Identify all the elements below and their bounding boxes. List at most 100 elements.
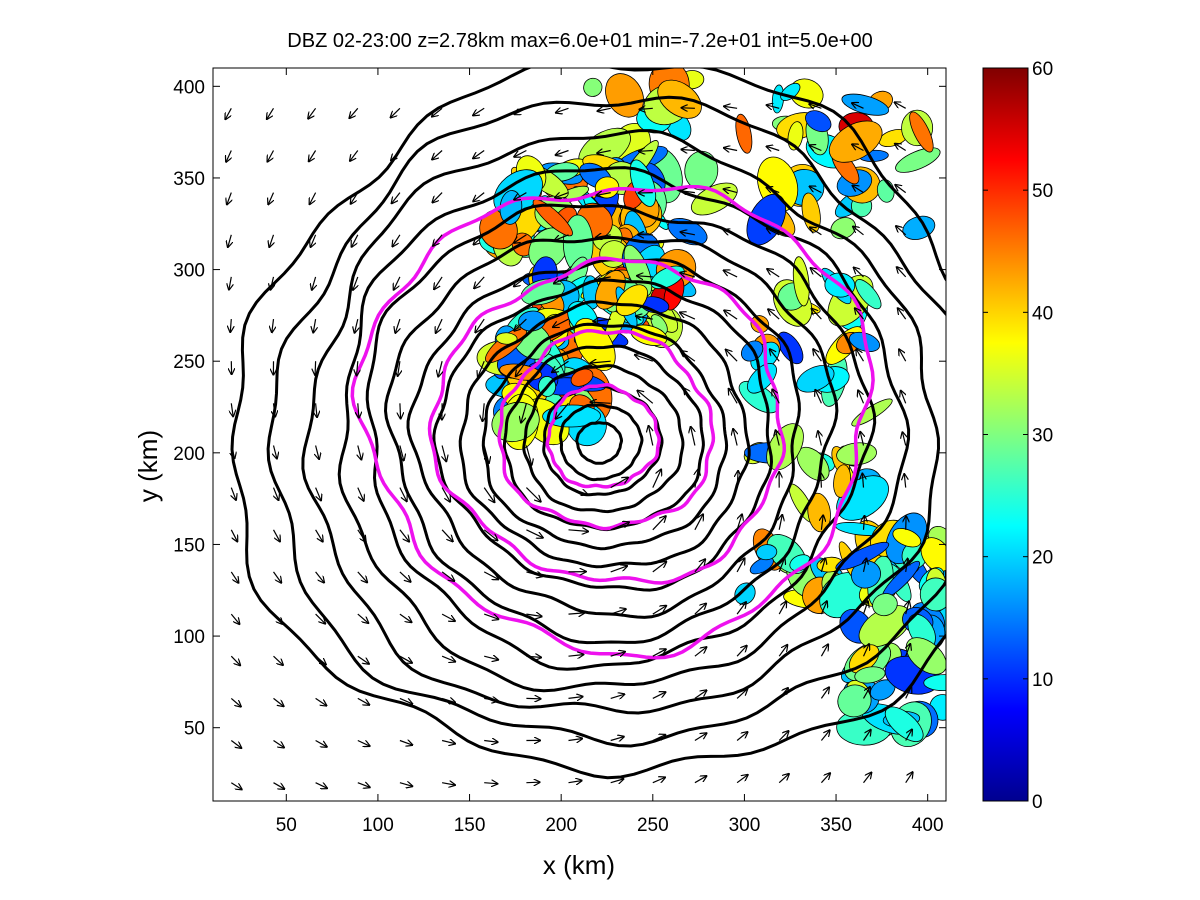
pressure-contour [481, 322, 729, 551]
colorbar-tick-label: 20 [1032, 548, 1053, 569]
wind-vector [639, 151, 653, 152]
wind-vector [515, 107, 527, 114]
wind-vector [736, 602, 746, 615]
wind-vector [555, 234, 569, 241]
wind-vector [526, 656, 540, 657]
wind-vector [568, 613, 585, 614]
wind-vector [357, 361, 358, 375]
y-tick-label: 100 [173, 627, 205, 648]
wind-vector [862, 687, 870, 699]
pressure-contour [458, 300, 751, 569]
x-tick-label: 50 [276, 815, 297, 836]
wind-vector [514, 234, 527, 243]
wind-vector [906, 644, 911, 657]
wind-vector [392, 192, 401, 204]
wind-vector [812, 309, 822, 320]
wind-vector [526, 782, 539, 783]
wind-vector [399, 613, 411, 622]
wind-vector [695, 470, 698, 488]
wind-vector [357, 571, 367, 582]
wind-vector [853, 227, 864, 236]
wind-vector [778, 602, 786, 615]
colorbar-tick-label: 30 [1032, 426, 1053, 447]
wind-vector [268, 150, 275, 162]
wind-vector [316, 403, 317, 417]
wind-vector [483, 529, 497, 540]
wind-vector [649, 426, 653, 446]
wind-vector [597, 193, 611, 196]
pressure-contour [365, 203, 877, 671]
y-tick-label: 50 [184, 719, 205, 740]
wind-vector [399, 571, 411, 582]
wind-vector [230, 697, 240, 706]
wind-vector [315, 739, 327, 747]
wind-vector [483, 487, 494, 502]
wind-vector [736, 646, 747, 657]
wind-vector [864, 602, 868, 615]
reflectivity-cell [895, 147, 941, 173]
wind-vector [441, 571, 454, 581]
wind-vector [350, 107, 359, 118]
wind-vector [351, 192, 359, 204]
wind-vector [432, 150, 443, 160]
wind-vector [267, 107, 275, 119]
wind-vector [598, 108, 611, 111]
pressure-contour [558, 403, 644, 482]
wind-vector [391, 150, 401, 161]
reflectivity-cell [807, 492, 831, 533]
wind-vector [684, 389, 696, 404]
wind-vector [821, 559, 825, 573]
wind-vector [680, 313, 696, 320]
wind-vector [400, 445, 404, 461]
wind-vector [227, 192, 231, 205]
wind-vector [441, 613, 455, 621]
wind-vector [394, 276, 401, 290]
reflectivity-cell [684, 150, 719, 191]
wind-vector [810, 228, 822, 236]
wind-vector [724, 271, 738, 278]
wind-vector [636, 316, 653, 319]
wind-vector [652, 778, 665, 784]
y-tick-label: 350 [173, 169, 205, 190]
wind-vector [736, 559, 744, 573]
wind-vector [315, 655, 326, 664]
wind-vector [230, 613, 239, 624]
x-tick-label: 100 [362, 815, 394, 836]
wind-vector [526, 614, 541, 616]
wind-vector [357, 655, 369, 664]
chart-title: DBZ 02-23:00 z=2.78km max=6.0e+01 min=-7… [287, 30, 872, 52]
wind-vector [436, 318, 443, 333]
wind-vector [813, 349, 822, 362]
wind-vector [820, 731, 829, 741]
wind-vector [312, 276, 316, 290]
colorbar-tick-label: 0 [1032, 792, 1043, 813]
wind-vector [399, 741, 412, 745]
wind-vector [568, 697, 583, 699]
wind-vector [353, 276, 358, 290]
wind-vector [355, 318, 358, 332]
wind-vector [433, 234, 443, 246]
wind-vector [906, 602, 909, 615]
wind-vector [818, 431, 821, 446]
reflectivity-cell [923, 674, 946, 692]
reflectivity-cell [892, 528, 922, 548]
wind-vector [315, 529, 323, 542]
wind-vector [768, 309, 780, 320]
wind-vector [398, 361, 400, 376]
wind-vector [556, 402, 569, 418]
wind-vector [432, 107, 443, 116]
plot-frame [212, 67, 947, 802]
wind-vector [736, 732, 747, 741]
wind-vector [273, 740, 284, 748]
wind-vector [311, 234, 316, 247]
wind-vector [514, 149, 527, 157]
wind-vector [610, 609, 626, 615]
wind-vector [433, 192, 443, 203]
wind-vector [441, 655, 455, 661]
reflectivity-cell [854, 666, 886, 684]
wind-vector [591, 361, 611, 363]
wind-vector [681, 232, 696, 235]
wind-vector [652, 649, 666, 657]
wind-vector [483, 403, 485, 421]
wind-vector [552, 360, 569, 372]
